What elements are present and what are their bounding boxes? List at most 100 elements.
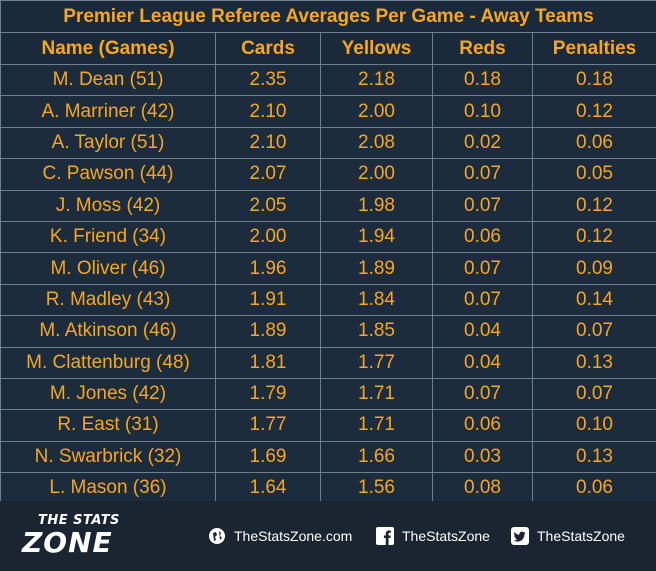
column-header-penalties: Penalties	[531, 32, 656, 65]
table-row: A. Taylor (51) 2.10 2.08 0.02 0.06	[0, 126, 656, 160]
cell-penalties: 0.14	[531, 283, 656, 317]
cell-name: M. Atkinson (46)	[0, 315, 216, 348]
cell-penalties: 0.13	[531, 346, 656, 379]
cell-penalties: 0.10	[531, 409, 656, 442]
stats-zone-logo: THE STATS ZONE	[22, 513, 142, 559]
cell-penalties: 0.06	[531, 126, 656, 160]
cell-name: M. Dean (51)	[0, 63, 216, 97]
cell-yellows: 1.84	[320, 283, 433, 317]
table-body: M. Dean (51) 2.35 2.18 0.18 0.18 A. Marriner …	[0, 63, 656, 505]
logo-top-text: THE STATS	[38, 513, 120, 528]
table-row: J. Moss (42) 2.05 1.98 0.07 0.12	[0, 189, 656, 222]
cell-penalties: 0.06	[531, 472, 656, 505]
cell-reds: 0.04	[432, 346, 533, 379]
footer-bar: THE STATS ZONE TheStatsZone.com TheStats…	[0, 501, 656, 571]
facebook-text: TheStatsZone	[402, 528, 490, 544]
cell-penalties: 0.07	[531, 315, 656, 348]
table-row: N. Swarbrick (32) 1.69 1.66 0.03 0.13	[0, 440, 656, 474]
table-row: M. Oliver (46) 1.96 1.89 0.07 0.09	[0, 252, 656, 285]
cell-reds: 0.03	[432, 440, 533, 474]
cell-reds: 0.07	[432, 189, 533, 222]
twitter-icon	[511, 527, 529, 545]
cell-cards: 2.10	[215, 126, 321, 160]
facebook-icon	[376, 527, 394, 545]
cell-cards: 2.35	[215, 63, 321, 97]
cell-reds: 0.04	[432, 315, 533, 348]
header-row: Name (Games) Cards Yellows Reds Penaltie…	[0, 32, 656, 65]
globe-icon	[209, 528, 225, 544]
column-header-cards: Cards	[215, 32, 321, 65]
table-title: Premier League Referee Averages Per Game…	[0, 0, 656, 33]
cell-name: C. Pawson (44)	[0, 158, 216, 191]
table-row: L. Mason (36) 1.64 1.56 0.08 0.06	[0, 472, 656, 505]
cell-cards: 1.64	[215, 472, 321, 505]
twitter-link[interactable]: TheStatsZone	[511, 527, 625, 545]
cell-name: N. Swarbrick (32)	[0, 440, 216, 474]
cell-reds: 0.08	[432, 472, 533, 505]
cell-reds: 0.06	[432, 220, 533, 254]
table-row: K. Friend (34) 2.00 1.94 0.06 0.12	[0, 220, 656, 254]
cell-penalties: 0.13	[531, 440, 656, 474]
website-text: TheStatsZone.com	[234, 528, 353, 544]
cell-yellows: 1.66	[320, 440, 433, 474]
cell-cards: 2.00	[215, 220, 321, 254]
cell-reds: 0.06	[432, 409, 533, 442]
table-row: R. Madley (43) 1.91 1.84 0.07 0.14	[0, 283, 656, 317]
column-header-name: Name (Games)	[0, 32, 216, 65]
cell-yellows: 1.71	[320, 377, 433, 411]
cell-yellows: 1.56	[320, 472, 433, 505]
cell-yellows: 1.94	[320, 220, 433, 254]
cell-yellows: 2.00	[320, 158, 433, 191]
cell-name: M. Clattenburg (48)	[0, 346, 216, 379]
cell-name: M. Jones (42)	[0, 377, 216, 411]
table-row: M. Clattenburg (48) 1.81 1.77 0.04 0.13	[0, 346, 656, 379]
cell-cards: 1.69	[215, 440, 321, 474]
cell-reds: 0.18	[432, 63, 533, 97]
cell-penalties: 0.05	[531, 158, 656, 191]
table-row: M. Dean (51) 2.35 2.18 0.18 0.18	[0, 63, 656, 97]
cell-yellows: 2.00	[320, 95, 433, 128]
cell-name: L. Mason (36)	[0, 472, 216, 505]
cell-reds: 0.10	[432, 95, 533, 128]
cell-name: M. Oliver (46)	[0, 252, 216, 285]
cell-name: K. Friend (34)	[0, 220, 216, 254]
cell-name: R. East (31)	[0, 409, 216, 442]
cell-cards: 1.91	[215, 283, 321, 317]
cell-penalties: 0.12	[531, 95, 656, 128]
website-link[interactable]: TheStatsZone.com	[208, 527, 352, 545]
column-header-yellows: Yellows	[320, 32, 433, 65]
cell-name: J. Moss (42)	[0, 189, 216, 222]
cell-penalties: 0.12	[531, 189, 656, 222]
cell-cards: 1.77	[215, 409, 321, 442]
cell-reds: 0.07	[432, 283, 533, 317]
facebook-link[interactable]: TheStatsZone	[376, 527, 490, 545]
cell-cards: 2.05	[215, 189, 321, 222]
table-row: R. East (31) 1.77 1.71 0.06 0.10	[0, 409, 656, 442]
twitter-text: TheStatsZone	[537, 528, 625, 544]
cell-cards: 2.10	[215, 95, 321, 128]
column-header-reds: Reds	[432, 32, 533, 65]
table-row: C. Pawson (44) 2.07 2.00 0.07 0.05	[0, 158, 656, 191]
cell-name: A. Marriner (42)	[0, 95, 216, 128]
cell-yellows: 1.98	[320, 189, 433, 222]
cell-penalties: 0.09	[531, 252, 656, 285]
cell-reds: 0.07	[432, 252, 533, 285]
cell-reds: 0.07	[432, 158, 533, 191]
cell-cards: 1.79	[215, 377, 321, 411]
logo-main-text: ZONE	[22, 526, 113, 559]
cell-name: R. Madley (43)	[0, 283, 216, 317]
cell-name: A. Taylor (51)	[0, 126, 216, 160]
table-row: M. Atkinson (46) 1.89 1.85 0.04 0.07	[0, 315, 656, 348]
table-row: A. Marriner (42) 2.10 2.00 0.10 0.12	[0, 95, 656, 128]
cell-penalties: 0.18	[531, 63, 656, 97]
cell-yellows: 1.85	[320, 315, 433, 348]
table-row: M. Jones (42) 1.79 1.71 0.07 0.07	[0, 377, 656, 411]
cell-reds: 0.07	[432, 377, 533, 411]
cell-cards: 1.96	[215, 252, 321, 285]
referee-stats-table: Premier League Referee Averages Per Game…	[0, 0, 656, 505]
cell-yellows: 2.08	[320, 126, 433, 160]
cell-yellows: 1.77	[320, 346, 433, 379]
cell-reds: 0.02	[432, 126, 533, 160]
cell-yellows: 2.18	[320, 63, 433, 97]
